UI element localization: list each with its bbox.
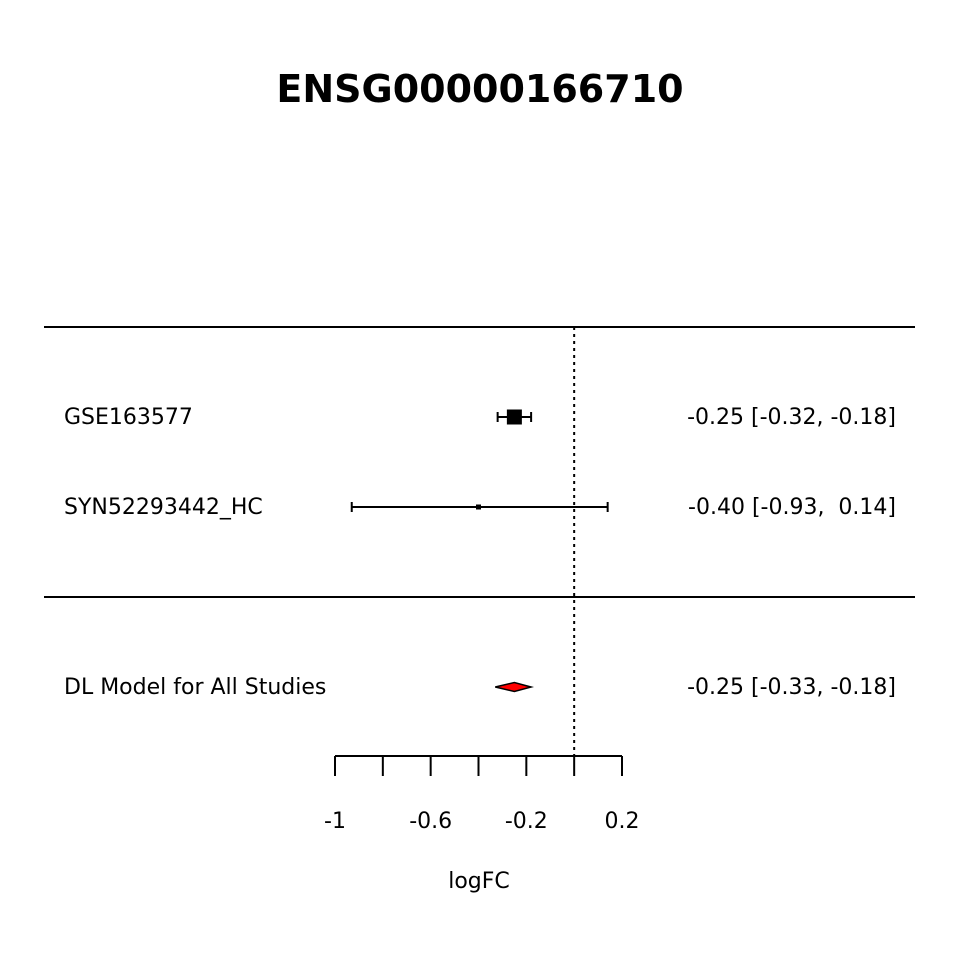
- summary-estimate-text: -0.25 [-0.33, -0.18]: [687, 675, 896, 700]
- point-estimate: [506, 409, 522, 425]
- study-label: GSE163577: [64, 405, 193, 430]
- study-label: SYN52293442_HC: [64, 495, 263, 520]
- x-axis: -1 -0.6 -0.2 0.2: [324, 755, 640, 834]
- point-estimate: [476, 504, 481, 510]
- estimate-text: -0.25 [-0.32, -0.18]: [687, 405, 896, 430]
- studies-layer: GSE163577 -0.25 [-0.32, -0.18] SYN52293442…: [64, 405, 896, 520]
- chart-title: ENSG00000166710: [276, 67, 683, 111]
- x-tick-label: -0.2: [505, 809, 548, 834]
- x-tick-label: -0.6: [409, 809, 452, 834]
- summary-layer: DL Model for All Studies -0.25 [-0.33, -0…: [64, 675, 896, 700]
- summary-label: DL Model for All Studies: [64, 675, 326, 700]
- summary-diamond: [495, 681, 535, 693]
- estimate-text: -0.40 [-0.93, 0.14]: [688, 495, 896, 520]
- x-tick-label: 0.2: [605, 809, 640, 834]
- x-axis-label: logFC: [448, 869, 510, 894]
- study-row: SYN52293442_HC -0.40 [-0.93, 0.14]: [64, 495, 896, 520]
- study-row: GSE163577 -0.25 [-0.32, -0.18]: [64, 405, 896, 430]
- x-tick-label: -1: [324, 809, 346, 834]
